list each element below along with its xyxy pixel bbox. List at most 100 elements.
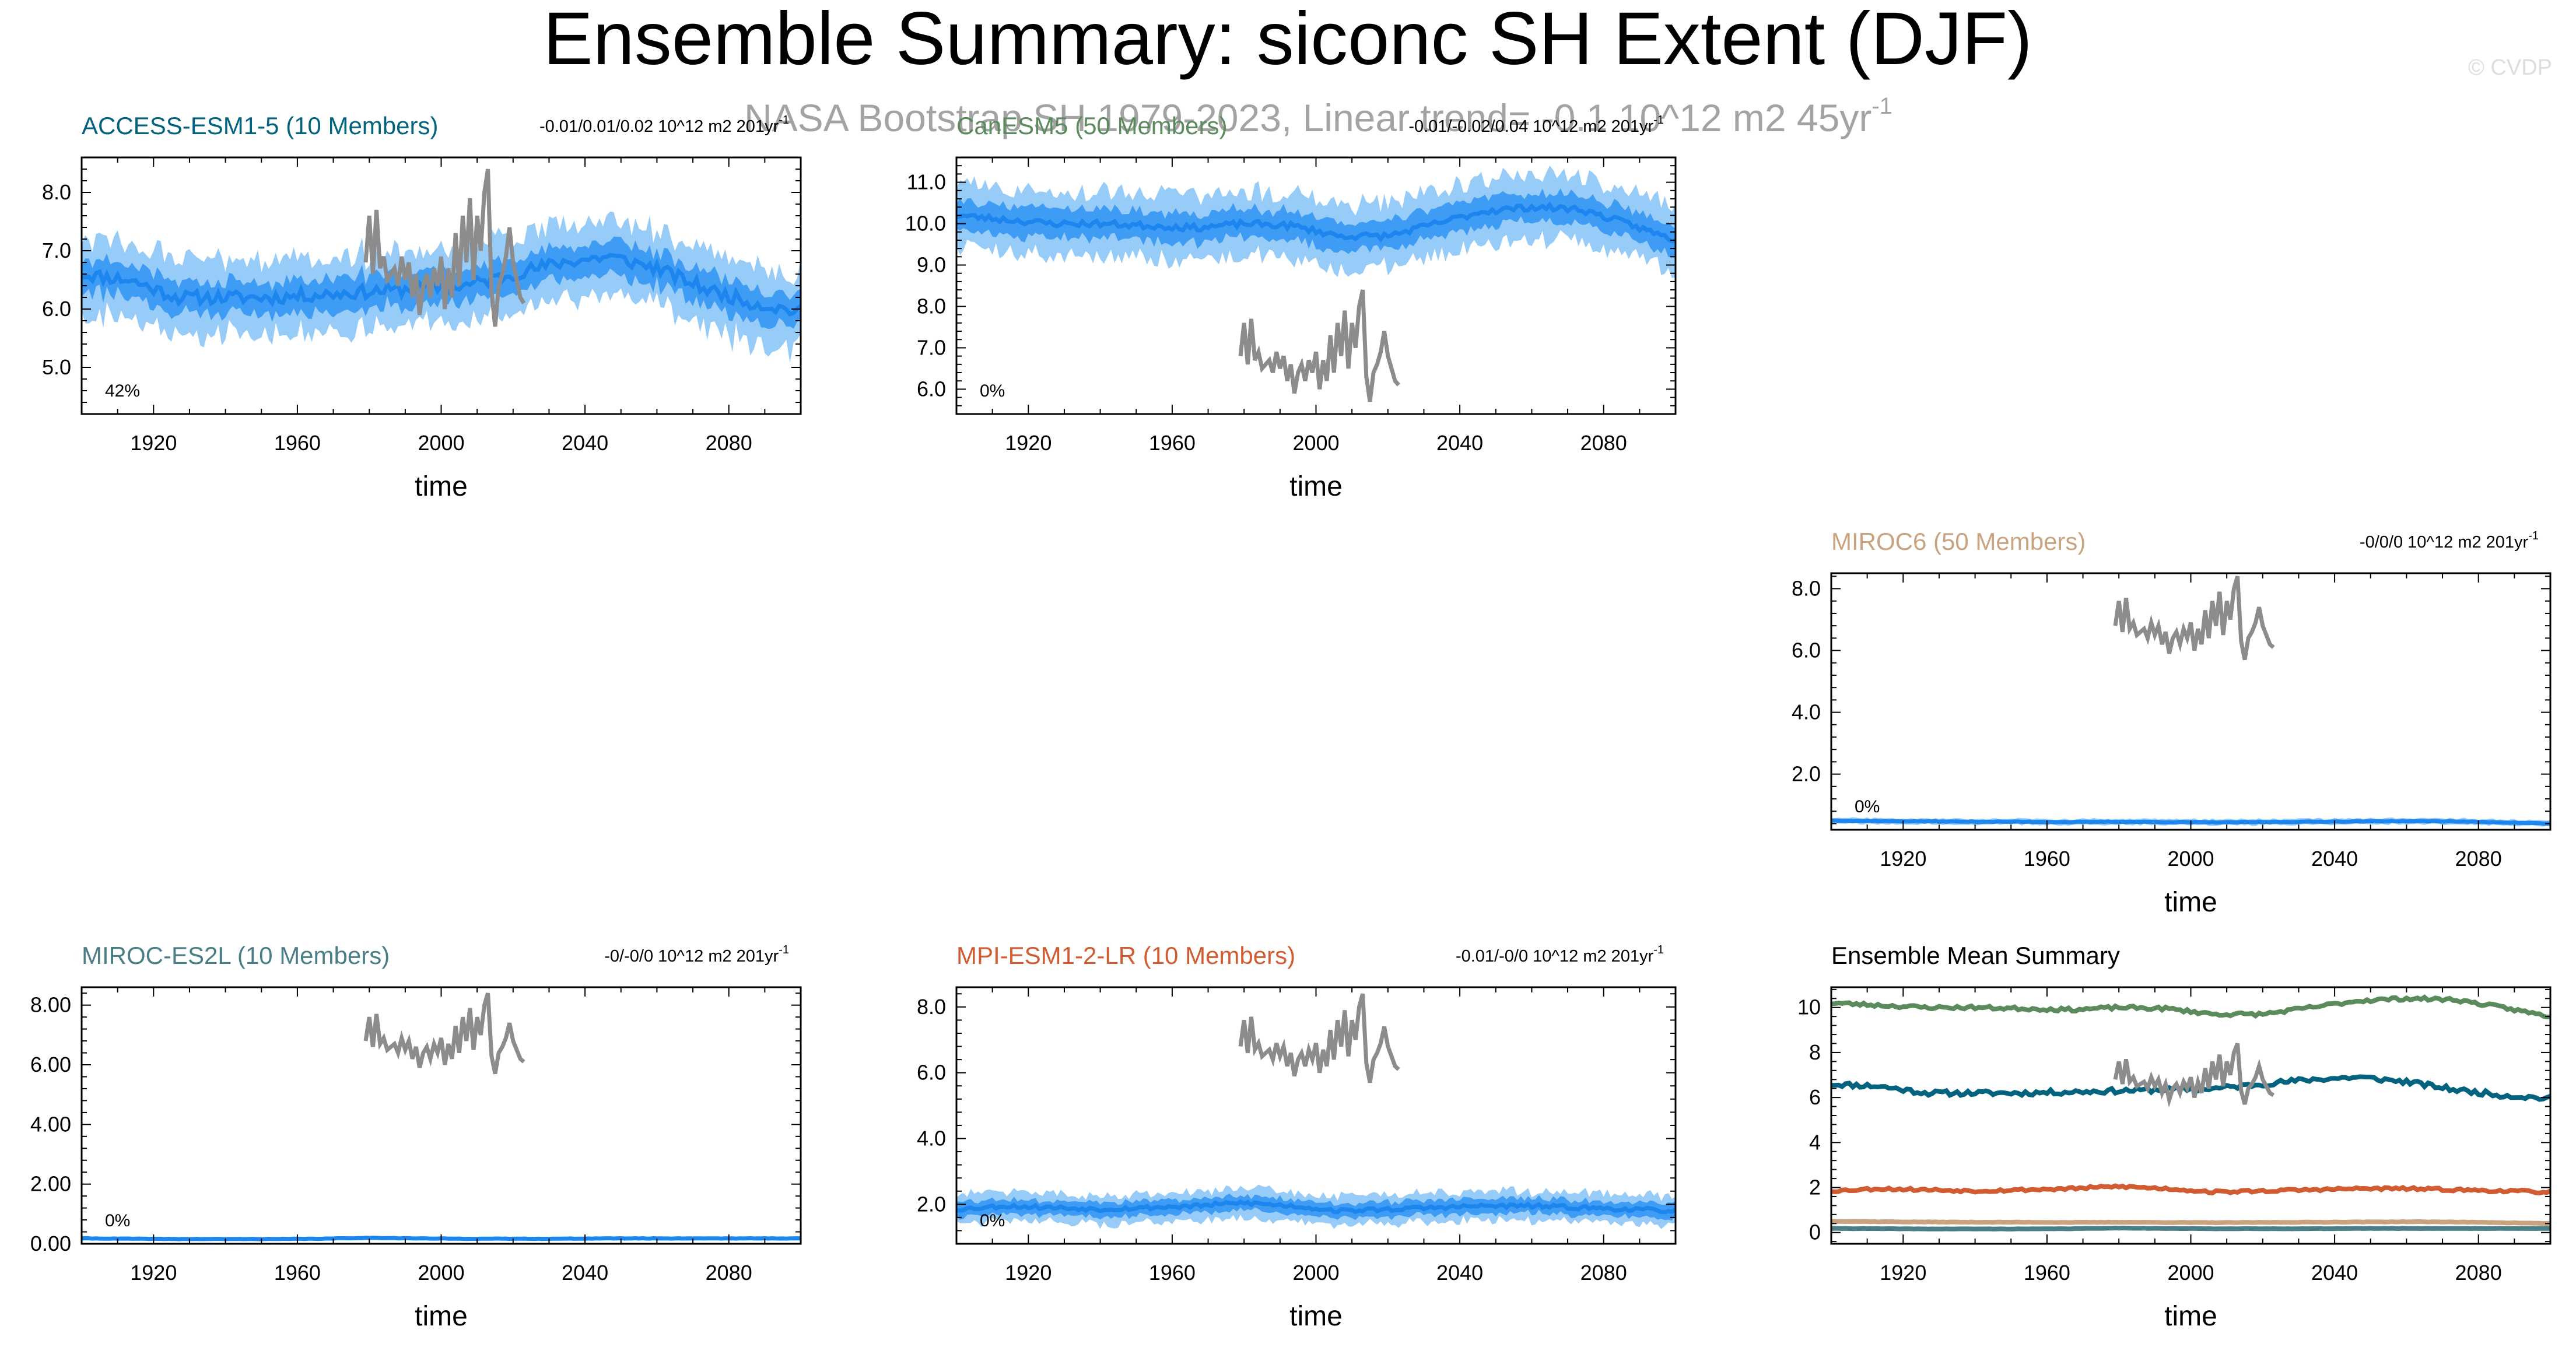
observation-line	[1238, 993, 1400, 1083]
y-tick-label: 4	[1809, 1130, 1821, 1154]
x-tick-label: 2040	[2311, 1261, 2358, 1285]
ensemble-spread-band	[956, 188, 1676, 257]
trend-label: -0.01/-0/0 10^12 m2 201yr-1	[1456, 943, 1664, 966]
y-tick-label: 2.00	[30, 1172, 71, 1196]
y-tick-label: 8.00	[30, 993, 71, 1017]
y-tick-label: 2.0	[917, 1192, 946, 1216]
percent-label: 0%	[1855, 797, 1880, 816]
y-tick-label: 0	[1809, 1220, 1821, 1244]
x-tick-label: 2040	[1436, 1261, 1483, 1285]
x-axis-label: time	[2164, 887, 2217, 918]
x-tick-label: 2000	[418, 431, 464, 455]
x-tick-label: 2080	[2455, 1261, 2502, 1285]
trend-label: -0/0/0 10^12 m2 201yr-1	[2360, 529, 2539, 552]
trend-label: -0/-0/0 10^12 m2 201yr-1	[604, 943, 789, 966]
percent-label: 0%	[980, 381, 1005, 401]
x-tick-label: 2040	[1436, 431, 1483, 455]
observation-line	[1238, 289, 1400, 402]
ensemble-mean-line	[956, 1199, 1676, 1215]
trend-exponent: -1	[779, 114, 789, 127]
panel-miroc6: 1920 1960 2000 2040 2080 2.0 4.0 6.0 8.0 time MIRO…	[1792, 528, 2552, 918]
figure-title: Ensemble Summary: siconc SH Extent (DJF)	[543, 0, 2032, 80]
y-tick-label: 6.00	[30, 1053, 71, 1076]
x-tick-label: 2080	[1580, 1261, 1627, 1285]
y-tick-label: 8.0	[917, 294, 946, 318]
panel-access: 1920 1960 2000 2040 2080 5.0 6.0 7.0 8.0 time ACCE…	[42, 112, 802, 502]
plot-area	[1831, 994, 2550, 1232]
x-tick-label: 1960	[1149, 1261, 1196, 1285]
x-tick-label: 1920	[1880, 1261, 1926, 1285]
trend-exponent: -1	[1653, 943, 1664, 956]
panel-summary: 1920 1960 2000 2040 2080 0 2 4 6 8 10 time Ensemble …	[1797, 942, 2552, 1332]
panel-title: ACCESS-ESM1-5 (10 Members)	[82, 112, 438, 139]
trend-exponent: -1	[779, 943, 789, 956]
x-tick-label: 2000	[1292, 431, 1339, 455]
panel-title: MIROC6 (50 Members)	[1831, 528, 2086, 555]
panel-cesm: 1920 1960 2000 2040 2080 6.0 7.0 8.0 9.0 10.0 11.0…	[905, 112, 1677, 502]
trend-text: -0.01/-0/0 10^12 m2 201yr	[1456, 947, 1654, 966]
plot-area	[1831, 576, 2550, 827]
percent-label: 0%	[980, 1211, 1005, 1230]
x-tick-label: 2000	[418, 1261, 464, 1285]
x-tick-label: 1960	[274, 1261, 321, 1285]
x-tick-label: 1960	[2024, 1261, 2070, 1285]
y-tick-label: 8	[1809, 1040, 1821, 1064]
trend-label: -0.01/-0.02/0.04 10^12 m2 201yr-1	[1408, 114, 1664, 136]
trend-text: -0.01/0.01/0.02 10^12 m2 201yr	[539, 117, 779, 136]
plot-area	[82, 992, 801, 1241]
y-tick-label: 4.0	[917, 1126, 946, 1150]
panel-title: CanESM5 (50 Members)	[956, 112, 1227, 139]
y-tick-label: 2.0	[1792, 762, 1821, 786]
plot-frame	[1830, 572, 2552, 831]
percent-label: 42%	[105, 381, 140, 401]
plot-area	[956, 166, 1676, 402]
trend-label: -0.01/0.01/0.02 10^12 m2 201yr-1	[539, 114, 789, 136]
observation-line	[2113, 1043, 2275, 1108]
x-tick-label: 2080	[706, 1261, 752, 1285]
y-tick-label: 6.0	[1792, 639, 1821, 662]
x-tick-label: 2040	[2311, 847, 2358, 871]
y-tick-label: 5.0	[42, 355, 71, 379]
summary-line-cesm	[1831, 994, 2550, 1020]
y-tick-label: 7.0	[917, 335, 946, 359]
trend-text: -0/-0/0 10^12 m2 201yr	[604, 947, 779, 966]
panel-title: MPI-ESM1-2-LR (10 Members)	[956, 942, 1295, 969]
panel-title: MIROC-ES2L (10 Members)	[82, 942, 390, 969]
x-axis-label: time	[1289, 1301, 1343, 1332]
summary-line-miroc_es2l	[1831, 1225, 2550, 1232]
y-tick-label: 6.0	[917, 1061, 946, 1085]
plot-area	[82, 169, 801, 363]
trend-exponent: -1	[1653, 114, 1664, 127]
x-axis-label: time	[415, 1301, 468, 1332]
y-tick-label: 6	[1809, 1085, 1821, 1109]
x-tick-label: 2040	[562, 1261, 608, 1285]
plot-frame	[1830, 986, 2552, 1245]
y-tick-label: 0.00	[30, 1232, 71, 1255]
x-tick-label: 1920	[130, 1261, 177, 1285]
x-tick-label: 1960	[1149, 431, 1196, 455]
y-tick-label: 6.0	[42, 297, 71, 321]
x-tick-label: 2000	[2167, 1261, 2214, 1285]
x-tick-label: 1960	[2024, 847, 2070, 871]
ensemble-mean-line	[956, 201, 1676, 244]
y-tick-label: 6.0	[917, 377, 946, 401]
percent-label: 0%	[105, 1211, 130, 1230]
x-axis-label: time	[1289, 471, 1343, 502]
observation-subtitle-text: NASA Bootstrap SH 1979-2023, Linear tren…	[744, 96, 1871, 139]
x-tick-label: 2040	[562, 431, 608, 455]
summary-line-mpi	[1831, 1183, 2550, 1195]
x-axis-label: time	[415, 471, 468, 502]
x-tick-label: 1960	[274, 431, 321, 455]
panel-miroc_es2l: 1920 1960 2000 2040 2080 0.00 2.00 4.00 6.00 8.00…	[30, 942, 802, 1332]
y-tick-label: 7.0	[42, 238, 71, 262]
x-tick-label: 1920	[1005, 1261, 1052, 1285]
x-axis-label: time	[2164, 1301, 2217, 1332]
y-tick-label: 4.0	[1792, 700, 1821, 724]
panel-title: Ensemble Mean Summary	[1831, 942, 2120, 969]
summary-line-miroc6	[1831, 1219, 2550, 1226]
y-tick-label: 10.0	[905, 212, 946, 236]
x-tick-label: 2080	[1580, 431, 1627, 455]
trend-text: -0.01/-0.02/0.04 10^12 m2 201yr	[1408, 117, 1653, 136]
observation-line	[363, 169, 526, 327]
